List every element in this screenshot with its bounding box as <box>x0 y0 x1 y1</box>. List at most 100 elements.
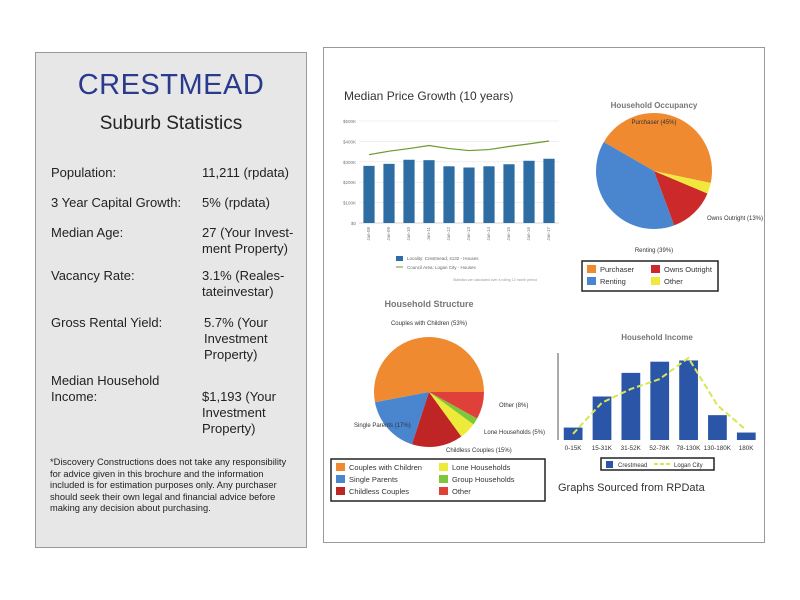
price-bar <box>463 167 475 223</box>
panel-subtitle: Suburb Statistics <box>99 113 243 134</box>
chart-note: Statistics are calculated over a rolling… <box>453 278 537 282</box>
legend-swatch <box>439 487 448 495</box>
legend-label: Owns Outright <box>664 265 713 274</box>
price-bar <box>423 160 435 223</box>
legend-label: Group Households <box>452 475 515 484</box>
pie-callout: Other (8%) <box>499 403 528 409</box>
y-tick-label: $0 <box>351 221 357 226</box>
legend-label: Single Parents <box>349 475 398 484</box>
x-tick-label: 31-52K <box>621 445 642 452</box>
y-tick-label: $100K <box>343 201 356 206</box>
graphs-panel: Median Price Growth (10 years) $0 $100K $20… <box>323 47 765 543</box>
stat-label: Median Age: <box>51 225 124 240</box>
chart-title: Household Occupancy <box>611 101 698 110</box>
y-tick-label: $500K <box>343 119 356 124</box>
legend-label: Other <box>664 277 683 286</box>
x-tick-label: 78-130K <box>677 445 702 452</box>
pie-callout: Childless Couples (15%) <box>446 448 512 454</box>
legend-swatch <box>336 487 345 495</box>
price-bar <box>403 159 415 223</box>
legend-label: Lone Households <box>452 463 511 472</box>
pie-callout: Renting (39%) <box>635 248 673 254</box>
pie-slice-other <box>429 392 484 419</box>
x-tick-label: Jan-12 <box>446 227 451 241</box>
price-bar <box>363 165 375 223</box>
graphs-source: Graphs Sourced from RPData <box>558 482 706 494</box>
income-bar <box>708 415 727 440</box>
price-bar <box>383 163 395 223</box>
price-bar <box>443 166 455 223</box>
x-tick-label: Jan-13 <box>466 227 471 241</box>
pie-slice-other <box>654 171 711 194</box>
stat-value: 27 (Your Invest-ment Property) <box>202 225 294 256</box>
stat-value: $1,193 (Your Investment Property) <box>202 389 276 436</box>
stat-label: Population: <box>51 165 117 180</box>
legend-label: Purchaser <box>600 265 635 274</box>
price-bar <box>523 160 535 223</box>
pie-callout: Lone Households (5%) <box>484 430 545 436</box>
y-tick-label: $400K <box>343 139 356 144</box>
legend-swatch <box>396 256 403 261</box>
legend-swatch <box>587 265 596 273</box>
x-tick-label: Jan-14 <box>486 227 491 241</box>
stat-value: 5.7% (Your Investment Property) <box>204 315 268 362</box>
legend-swatch <box>336 475 345 483</box>
legend-label: Renting <box>600 277 626 286</box>
pie-slice-owns-outright <box>654 171 708 226</box>
pie-slice-couples-with-children <box>374 336 484 403</box>
income-bar <box>679 360 698 440</box>
legend-swatch <box>606 461 613 468</box>
stat-label: 3 Year Capital Growth: <box>51 195 182 210</box>
x-tick-label: 130-180K <box>704 445 732 452</box>
stat-value: 3.1% (Reales-tateinvestar) <box>202 268 285 299</box>
legend-box <box>600 457 715 471</box>
legend-label: Crestmead <box>618 463 647 469</box>
suburb-name: CRESTMEAD <box>77 69 265 101</box>
x-tick-label: Jan-16 <box>526 227 531 241</box>
suburb-stats-panel: CRESTMEAD Suburb Statistics Population: 1… <box>35 52 307 548</box>
legend-swatch <box>439 463 448 471</box>
legend-label: Council Area: Logan City - Houses <box>407 265 477 270</box>
price-bar <box>503 164 515 223</box>
x-tick-label: 15-31K <box>592 445 613 452</box>
pie-slice-lone-households <box>429 392 474 437</box>
chart-title: Household Structure <box>384 299 473 309</box>
legend-label: Other <box>452 487 471 496</box>
pie-slice-group-households <box>429 392 478 425</box>
x-tick-label: 180K <box>739 445 755 452</box>
x-tick-label: Jan-17 <box>546 227 551 241</box>
pie-callout: Couples with Children (53%) <box>391 321 467 327</box>
stat-value: 5% (rpdata) <box>202 195 270 210</box>
pie-callout: Owns Outright (13%) <box>707 216 763 222</box>
pie-slice-childless-couples <box>412 392 462 447</box>
legend-label: Couples with Children <box>349 463 422 472</box>
stat-label: Vacancy Rate: <box>51 268 135 283</box>
x-tick-label: Jan-10 <box>406 227 411 241</box>
x-tick-label: Jan-08 <box>366 227 371 241</box>
legend-box <box>330 458 546 502</box>
x-tick-label: 52-78K <box>649 445 670 452</box>
price-bar <box>483 166 495 223</box>
logan-line <box>572 356 747 435</box>
stat-label: Median Household Income: <box>51 373 160 404</box>
legend-swatch <box>651 265 660 273</box>
y-tick-label: $200K <box>343 180 356 185</box>
income-bar <box>621 372 641 440</box>
pie-slice-renting <box>596 142 675 229</box>
pie-callout: Purchaser (45%) <box>631 120 676 126</box>
council-line <box>368 140 550 156</box>
x-tick-label: 0-15K <box>565 445 583 452</box>
legend-box <box>581 260 719 292</box>
x-tick-label: Jan-15 <box>506 227 511 241</box>
legend-label: Childless Couples <box>349 487 409 496</box>
pie-slice-purchaser <box>603 113 712 184</box>
legend-label: Logan City <box>674 463 703 469</box>
legend-swatch <box>651 277 660 285</box>
legend-swatch <box>587 277 596 285</box>
income-bar <box>736 432 756 440</box>
x-tick-label: Jan-11 <box>426 227 431 241</box>
income-bar <box>592 396 612 440</box>
y-tick-label: $300K <box>343 160 356 165</box>
legend-swatch <box>439 475 448 483</box>
price-bar <box>543 158 555 223</box>
